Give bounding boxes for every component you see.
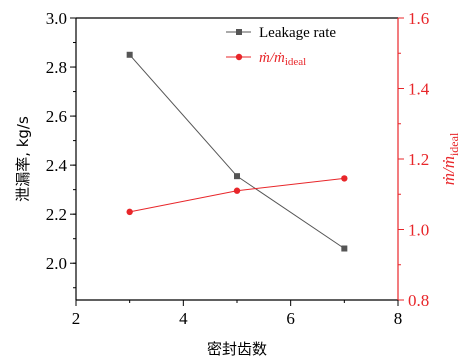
right-axis-title-main: ṁ/ṁ	[439, 156, 458, 185]
series-1-point-2	[341, 175, 348, 182]
right-tick-label-2: 1.2	[408, 150, 429, 169]
series-0-point-2	[341, 245, 348, 252]
left-tick-label-0: 2.0	[46, 254, 67, 273]
right-tick-label-0: 0.8	[408, 291, 429, 310]
bottom-axis-ticks: 2 4 6 8	[72, 300, 403, 328]
series-1-point-1	[233, 187, 241, 194]
legend-ratio-marker	[235, 53, 243, 61]
legend-ratio-label-sub: ideal	[285, 56, 306, 68]
series-1-line	[129, 177, 345, 213]
legend-ratio-label: ṁ/ṁideal	[259, 50, 306, 68]
legend-leakage-marker	[236, 29, 242, 35]
right-axis-ticks: 0.8 1.0 1.2 1.4 1.6	[398, 9, 430, 310]
series-0-point-0	[126, 51, 133, 58]
series-0-point-1	[234, 173, 240, 180]
right-tick-label-3: 1.4	[408, 80, 430, 99]
left-tick-label-3: 2.6	[46, 107, 67, 126]
x-tick-label-1: 4	[179, 309, 188, 328]
right-tick-label-1: 1.0	[408, 221, 429, 240]
series-1-point-0	[126, 208, 133, 216]
left-tick-label-5: 3.0	[46, 9, 67, 28]
x-tick-label-2: 6	[286, 309, 295, 328]
left-axis-title: 泄漏率, kg/s	[14, 116, 32, 202]
right-axis-title-sub: ideal	[447, 132, 459, 156]
legend-leakage-label: Leakage rate	[259, 25, 336, 41]
right-tick-label-4: 1.6	[408, 9, 429, 28]
x-tick-label-0: 2	[72, 309, 81, 328]
left-tick-label-2: 2.4	[46, 156, 68, 175]
x-tick-label-3: 8	[394, 309, 403, 328]
series-layer	[126, 51, 348, 252]
x-axis-title: 密封齿数	[207, 340, 267, 358]
legend-ratio-label-main: ṁ/ṁ	[259, 50, 285, 66]
left-axis-ticks: 2.0 2.2 2.4 2.6 2.8 3.0	[46, 9, 76, 289]
series-0-line	[129, 54, 345, 249]
left-tick-label-4: 2.8	[46, 58, 67, 77]
left-tick-label-1: 2.2	[46, 205, 67, 224]
right-axis-title: ṁ/ṁideal	[439, 132, 459, 185]
legend: Leakage rate ṁ/ṁideal	[226, 25, 336, 68]
